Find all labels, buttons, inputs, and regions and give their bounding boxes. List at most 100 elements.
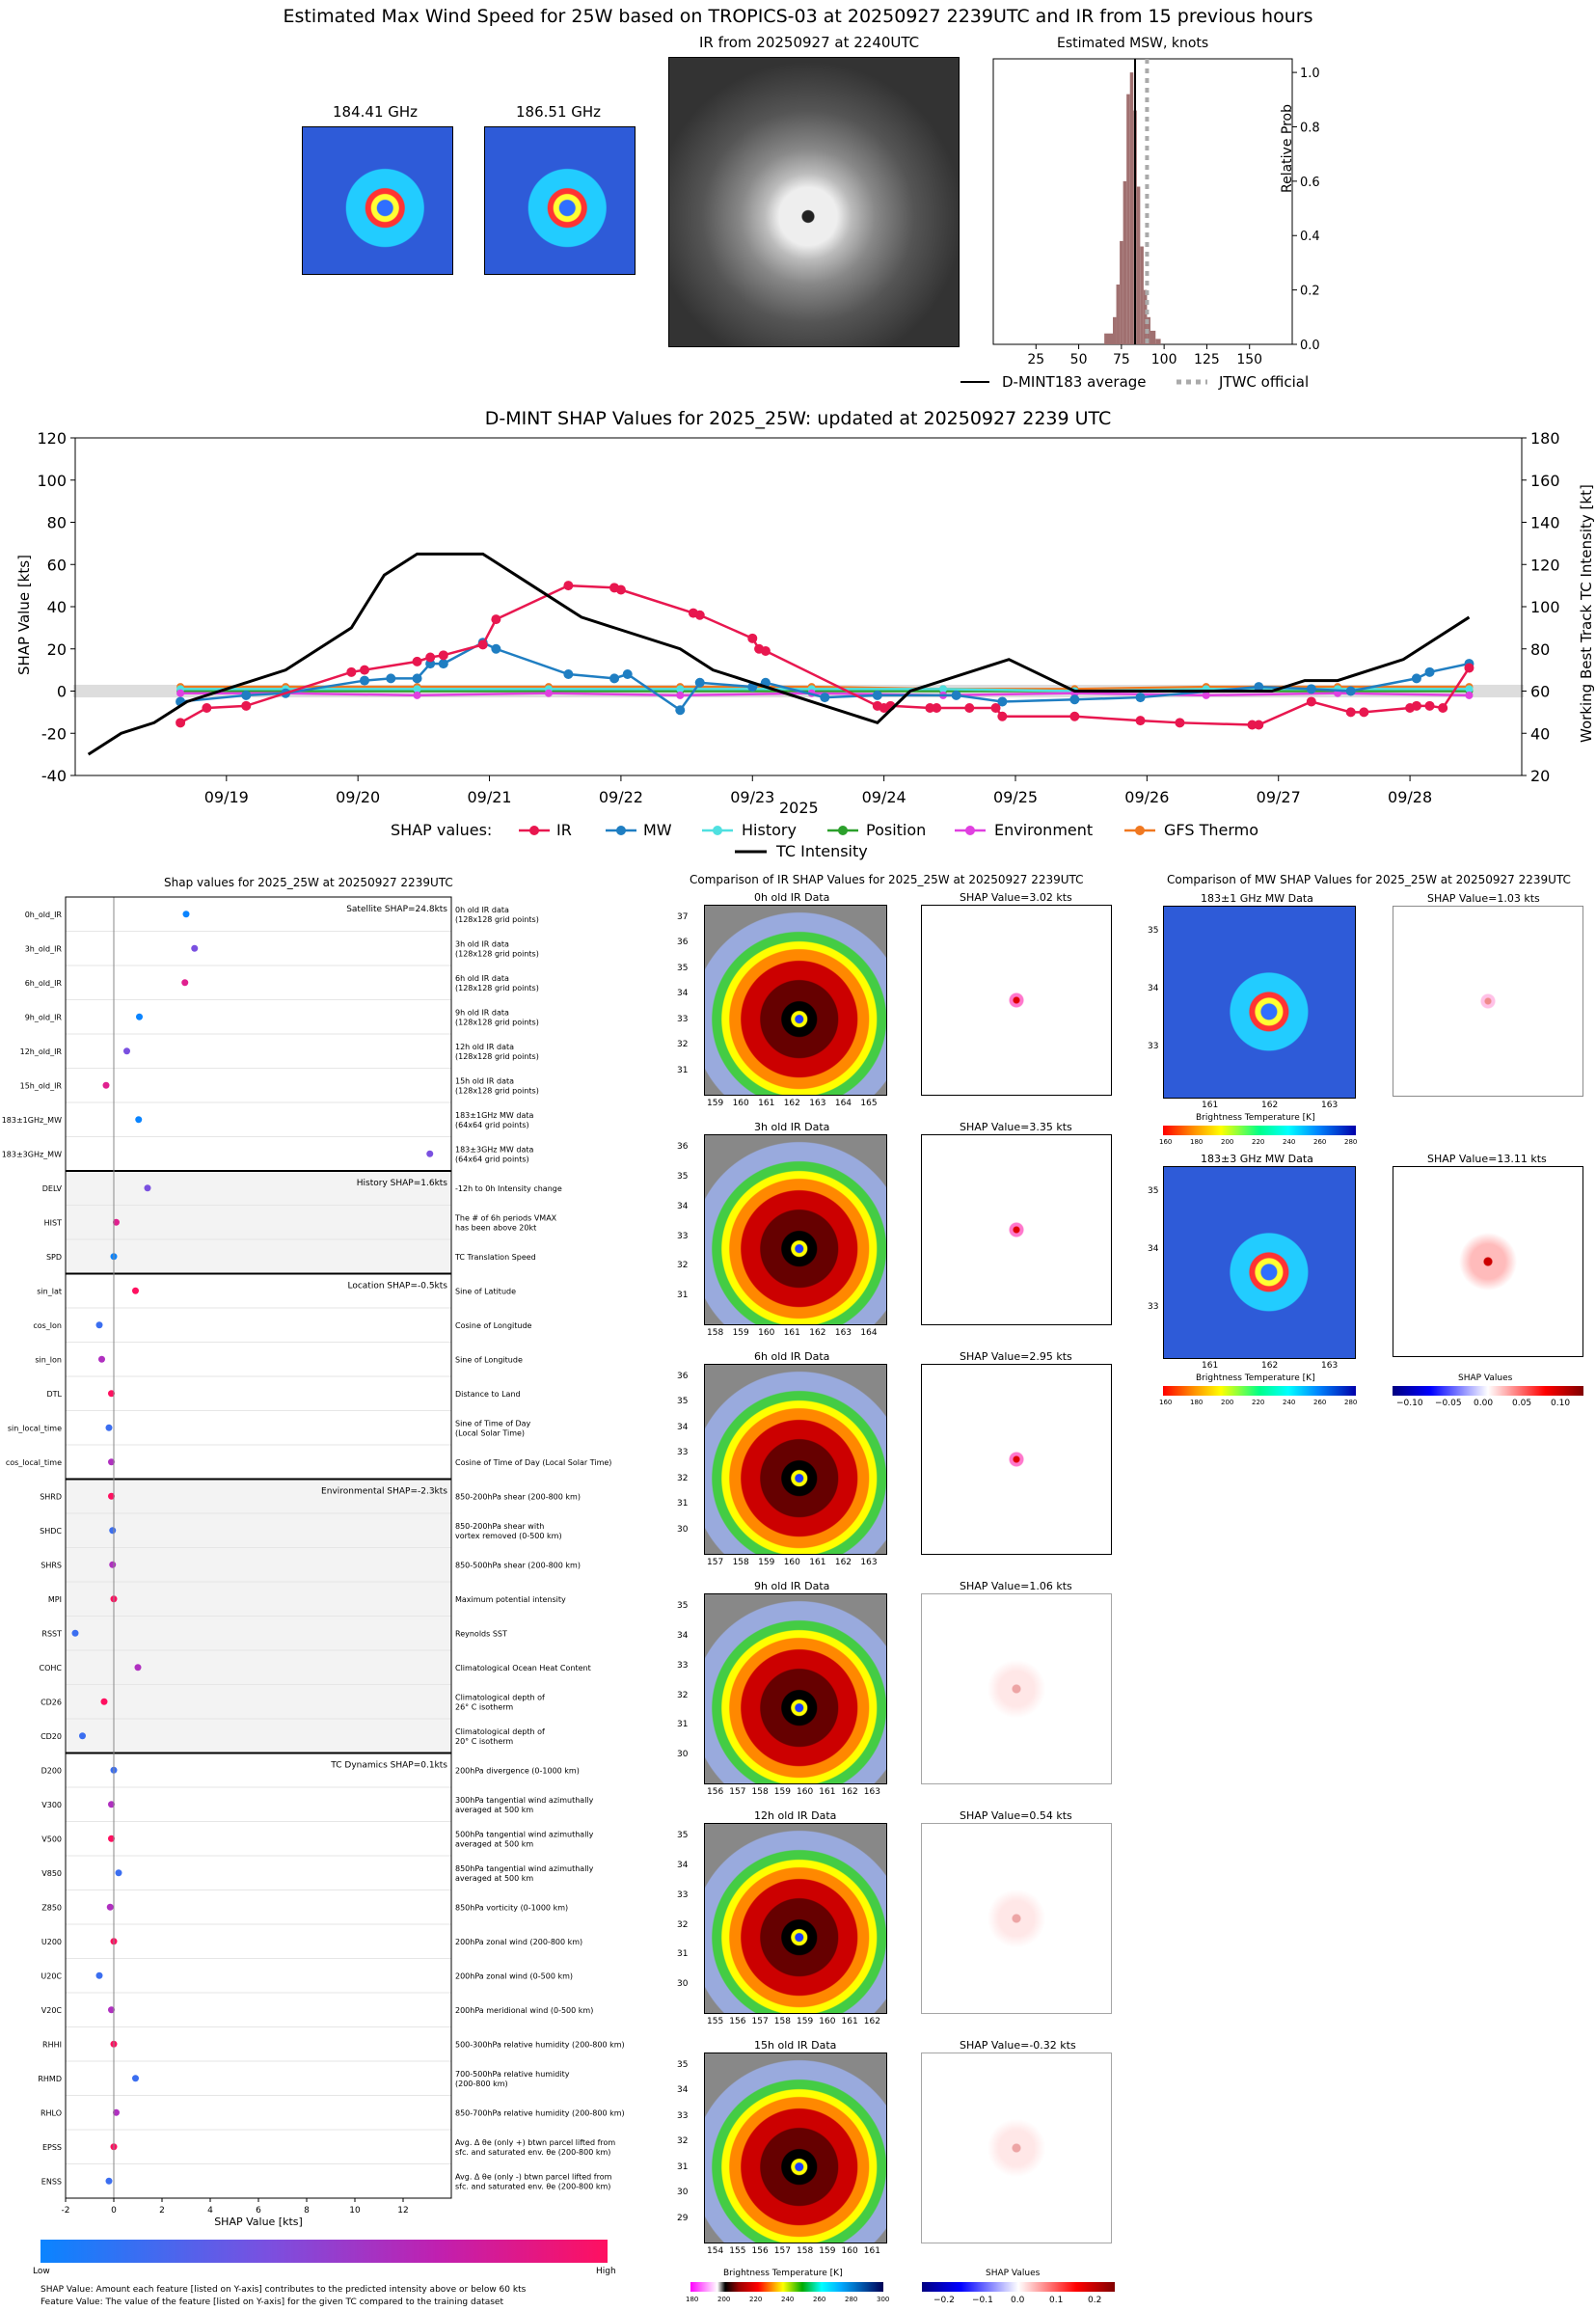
ir-xtick: 164 [860,1328,878,1338]
ir-ytick: 30 [677,1524,689,1535]
series-point-environment [1202,691,1210,699]
ir-xtick: 160 [841,2246,858,2256]
feature-name: U200 [41,1938,62,1946]
shap-feature-chart: Satellite SHAP=24.8kts 0h_old_IR 0h old IR… [2,896,625,2228]
feature-point [100,1698,108,1705]
ir-xtick: 159 [773,1787,791,1797]
feature-point [136,1013,143,1020]
ir-ytick: 33 [677,1448,689,1458]
ir-ytick: 32 [677,1690,689,1700]
legend-marker [838,826,848,835]
ir-row-shap-title: SHAP Value=-0.32 kts [960,2039,1076,2052]
ts-xtick-label: 09/22 [599,788,643,806]
ir-ytick: 36 [677,1372,689,1381]
ir-cbar-tick: 200 [717,2296,731,2303]
mw-shap-cbar [1393,1386,1583,1396]
ir-cbar-label: Brightness Temperature [K] [723,2269,843,2278]
ir-xtick: 165 [860,1099,878,1108]
ts-ytick-label: -20 [41,724,67,743]
ir-cbar-tick: 300 [877,2296,890,2303]
ir-ytick: 32 [677,1261,689,1271]
feature-desc: 500hPa tangential wind azimuthally [455,1830,594,1838]
series-point-mw [1135,693,1146,703]
feature-name: V20C [41,2006,63,2015]
series-point-ir [360,665,369,675]
legend-marker [616,826,626,835]
ir-row-image [704,1823,887,2014]
legend-item-ir: IR [556,821,572,839]
hist-bar [1143,289,1148,344]
ir-xtick: 163 [834,1328,852,1338]
mw-ytick: 33 [1148,1302,1159,1312]
feature-desc: 15h old IR data [455,1076,514,1085]
feature-desc: 0h old IR data [455,906,509,914]
ir-xtick: 155 [729,2246,746,2256]
feature-desc: (128x128 grid points) [455,1086,539,1095]
ir-xtick: 159 [732,1328,749,1338]
feature-desc: 20° C isotherm [455,1737,513,1746]
feature-name: MPI [48,1595,62,1604]
ir-ytick: 31 [677,1949,689,1960]
colorbar-low: Low [33,2267,50,2276]
hist-xtick-label: 125 [1194,352,1220,367]
ts-y2tick-label: 20 [1530,767,1550,785]
feature-name: sin_lat [37,1287,62,1295]
ir-ytick: 35 [677,1831,689,1840]
ir-shap-cbar [922,2282,1115,2292]
mw-row-shap-image [1393,1166,1583,1357]
series-point-ir [1345,707,1356,718]
feature-name: RSST [41,1629,62,1638]
shap-feature-title: Shap values for 2025_25W at 20250927 223… [164,876,453,889]
series-point-mw [675,705,686,716]
ir-row-shap-image [921,905,1112,1096]
hist-bar [1150,330,1156,344]
feature-point [108,1492,115,1500]
feature-xtick-label: 12 [397,2206,408,2216]
ir-xtick: 160 [758,1328,775,1338]
ir-xtick: 162 [783,1099,800,1108]
mw-cbar-label: Brightness Temperature [K] [1196,1373,1315,1383]
series-point-mw [1345,686,1356,696]
mw-cbar-tick: 220 [1252,1399,1265,1406]
feature-name: Z850 [41,1903,62,1912]
hist-bar [1116,284,1121,344]
series-point-ir [202,703,212,713]
ir-xtick: 164 [834,1099,852,1108]
group-label: Satellite SHAP=24.8kts [346,905,447,914]
ir-shap-cbar-tick: −0.2 [933,2296,955,2305]
mw-xtick: 162 [1261,1101,1279,1110]
ts-y2tick-label: 60 [1530,683,1550,701]
mw-cbar-tick: 260 [1313,1399,1327,1406]
hist-bar [1104,333,1113,344]
ir-xtick: 156 [751,2246,769,2256]
series-point-ir [615,585,626,595]
series-point-mw [438,659,448,669]
feature-name: HIST [44,1218,62,1227]
ir-cbar-tick: 220 [749,2296,763,2303]
legend-item-position: Position [866,821,927,839]
ir-ytick: 32 [677,1919,689,1930]
feature-name: SHDC [40,1527,62,1536]
feature-colorbar [41,2240,608,2263]
series-point-ir [747,633,758,643]
hist-bar [1129,72,1134,344]
ts-chart: -40 -20 0 20 40 60 80 100 120 20 40 60 80 100 120 140 16… [37,429,1559,806]
feature-desc: -12h to 0h Intensity change [455,1184,562,1193]
ir-ytick: 35 [677,1171,689,1182]
feature-name: 3h_old_IR [25,944,63,953]
feature-name: V850 [41,1869,62,1878]
feature-name: 9h_old_IR [25,1013,63,1021]
legend-item-mw: MW [643,821,672,839]
feature-desc: averaged at 500 km [455,1874,533,1883]
mw-xtick: 163 [1321,1361,1339,1371]
ir-ytick: 35 [677,1601,689,1611]
series-point-mw [609,673,620,684]
series-point-ir [964,703,975,713]
mw-cbar-tick: 160 [1159,1399,1173,1406]
feature-desc: Maximum potential intensity [455,1595,566,1604]
feature-desc: 850-500hPa shear (200-800 km) [455,1561,581,1569]
feature-name: 0h_old_IR [25,911,63,919]
feature-desc: Cosine of Longitude [455,1321,532,1330]
mw-compare-title: Comparison of MW SHAP Values for 2025_25… [1167,873,1571,886]
series-point-environment [176,689,185,697]
